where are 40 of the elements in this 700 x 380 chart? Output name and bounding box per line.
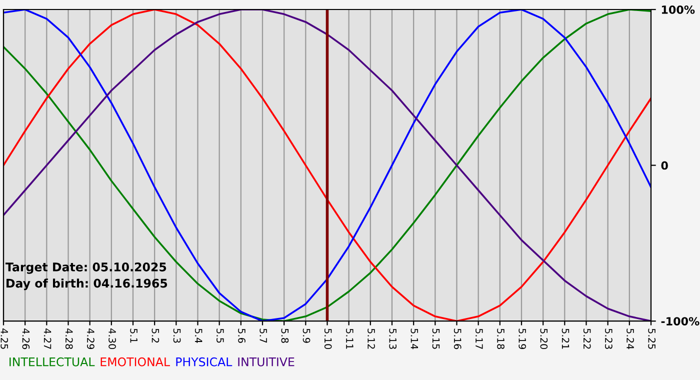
x-tick-label: 5.3 (173, 328, 181, 343)
x-tick-label: 4.28 (65, 328, 73, 350)
x-tick-label: 5.19 (518, 328, 526, 350)
x-tick-label: 5.21 (562, 328, 570, 349)
x-tick-label: 5.8 (281, 328, 289, 343)
x-tick-label: 5.13 (389, 328, 397, 349)
text: PHYSICAL (176, 357, 232, 366)
x-tick-label: 5.4 (194, 328, 202, 343)
x-tick-label: 5.14 (410, 328, 418, 350)
x-tick-label: 5.16 (454, 328, 462, 350)
x-tick-label: 5.9 (302, 328, 310, 343)
y-tick-label: 0 (661, 161, 668, 170)
annotation: Day of birth: 04.16.1965 (6, 278, 168, 290)
x-tick-label: 5.15 (432, 328, 440, 349)
y-tick-label: -100% (661, 317, 700, 326)
x-tick-label: 5.2 (152, 328, 160, 343)
x-tick-label: 4.26 (22, 328, 30, 350)
x-tick-label: 5.6 (238, 328, 246, 343)
x-tick-label: 4.29 (87, 328, 94, 350)
x-tick-label: 5.18 (497, 328, 504, 350)
text: INTUITIVE (238, 358, 294, 366)
x-tick-label: 4.25 (0, 328, 8, 349)
x-tick-label: 5.17 (476, 328, 483, 349)
x-tick-label: 5.10 (324, 328, 332, 350)
x-tick-label: 5.20 (540, 328, 548, 350)
x-tick-label: 5.24 (626, 328, 634, 350)
x-tick-label: 5.22 (583, 328, 591, 349)
x-tick-label: 4.27 (44, 328, 52, 349)
x-tick-label: 5.12 (368, 328, 375, 349)
annotation: Target Date: 05.10.2025 (6, 262, 166, 274)
x-tick-label: 4.30 (108, 328, 116, 350)
x-tick-label: 5.11 (346, 328, 354, 349)
x-tick-label: 5.1 (130, 328, 138, 343)
x-tick-label: 5.25 (648, 328, 656, 349)
y-tick-label: 100% (662, 5, 695, 14)
text: INTELLECTUAL (10, 357, 95, 366)
text: EMOTIONAL (100, 357, 170, 366)
x-tick-label: 5.5 (216, 328, 224, 343)
x-tick-label: 5.23 (605, 328, 612, 349)
x-tick-label: 5.7 (260, 328, 267, 343)
